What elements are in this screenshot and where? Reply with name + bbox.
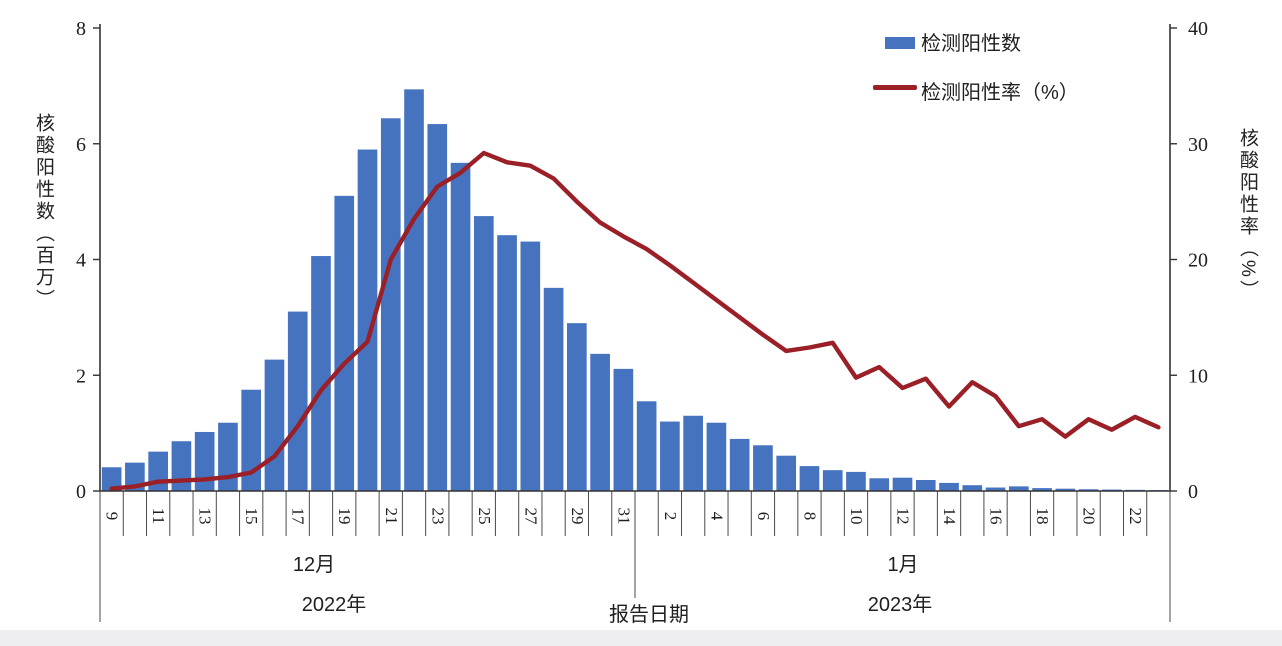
- bar: [264, 359, 285, 491]
- right-tick-label: 0: [1188, 481, 1198, 503]
- bar: [706, 422, 727, 491]
- x-day-label: 18: [1033, 508, 1052, 525]
- bar: [776, 455, 797, 491]
- bar: [636, 401, 657, 491]
- bar: [660, 421, 680, 491]
- x-day-label: 15: [242, 508, 261, 525]
- bar: [404, 89, 424, 491]
- bar: [613, 368, 634, 491]
- bar: [683, 415, 703, 491]
- x-day-label: 17: [289, 508, 308, 526]
- bar: [822, 470, 843, 492]
- right-axis-title: 核酸阳性率（%）: [1237, 128, 1258, 302]
- bar: [171, 441, 192, 491]
- x-day-label: 31: [614, 508, 633, 525]
- bar: [520, 241, 541, 491]
- x-day-label: 22: [1126, 508, 1145, 525]
- page-footer-strip: [0, 630, 1282, 646]
- x-day-label: 27: [521, 508, 540, 526]
- bar: [1055, 488, 1076, 491]
- x-day-label: 19: [335, 508, 354, 525]
- bar: [543, 287, 564, 491]
- bar: [497, 235, 517, 491]
- x-day-label: 12: [894, 508, 913, 525]
- year-label-2022: 2022年: [301, 594, 367, 616]
- x-axis-title: 报告日期: [609, 604, 689, 626]
- bar: [1078, 489, 1099, 491]
- bar: [753, 445, 773, 491]
- bar: [101, 467, 122, 491]
- bar: [380, 118, 401, 491]
- left-tick-label: 0: [76, 481, 86, 503]
- month-label-december: 12月: [292, 554, 336, 576]
- x-day-label: 9: [103, 512, 122, 521]
- bar: [334, 195, 355, 491]
- bar: [1032, 488, 1052, 491]
- x-day-label: 8: [800, 512, 819, 521]
- month-label-january: 1月: [887, 554, 919, 576]
- bar: [427, 124, 448, 491]
- legend-item-positive-count: 检测阳性数: [921, 33, 1021, 55]
- bar: [473, 216, 494, 491]
- year-label-2023: 2023年: [867, 594, 933, 616]
- x-day-label: 21: [382, 508, 401, 525]
- left-tick-label: 2: [76, 365, 86, 387]
- bar: [962, 485, 983, 491]
- bar: [892, 477, 913, 491]
- bar: [241, 389, 262, 491]
- left-axis-title: 核酸阳性数（百万）: [33, 113, 54, 311]
- right-tick-label: 30: [1188, 134, 1208, 156]
- bar: [311, 256, 331, 491]
- bar: [194, 431, 215, 491]
- bar: [799, 466, 820, 491]
- left-tick-label: 4: [76, 250, 86, 272]
- x-day-label: 25: [475, 508, 494, 525]
- right-tick-label: 20: [1188, 250, 1208, 272]
- x-day-label: 4: [707, 512, 726, 521]
- x-day-label: 16: [987, 508, 1006, 525]
- bar: [567, 323, 587, 491]
- right-tick-label: 10: [1188, 365, 1208, 387]
- legend-line-swatch: [873, 85, 917, 90]
- bar: [1008, 486, 1029, 491]
- rate-line: [109, 150, 1161, 491]
- bar: [357, 149, 378, 492]
- left-tick-label: 8: [76, 18, 86, 40]
- bar: [869, 478, 890, 491]
- x-day-label: 20: [1080, 508, 1099, 525]
- bar: [287, 311, 308, 491]
- bar: [846, 471, 866, 491]
- x-day-label: 2: [661, 512, 680, 521]
- legend-item-positive-rate: 检测阳性率（%）: [921, 82, 1079, 104]
- bar: [915, 480, 936, 491]
- bar: [729, 438, 750, 491]
- bar: [450, 162, 471, 491]
- bar: [939, 482, 959, 491]
- x-day-label: 6: [754, 512, 773, 521]
- left-tick-label: 6: [76, 134, 86, 156]
- x-day-label: 14: [940, 508, 959, 526]
- x-day-label: 29: [568, 508, 587, 525]
- legend-bar-swatch: [885, 37, 915, 49]
- x-day-label: 10: [847, 508, 866, 525]
- right-tick-label: 40: [1188, 18, 1208, 40]
- bar: [985, 487, 1006, 491]
- bar: [218, 422, 238, 491]
- x-day-label: 23: [428, 508, 447, 525]
- x-day-label: 13: [196, 508, 215, 525]
- x-day-label: 11: [149, 508, 168, 524]
- bar: [590, 353, 610, 491]
